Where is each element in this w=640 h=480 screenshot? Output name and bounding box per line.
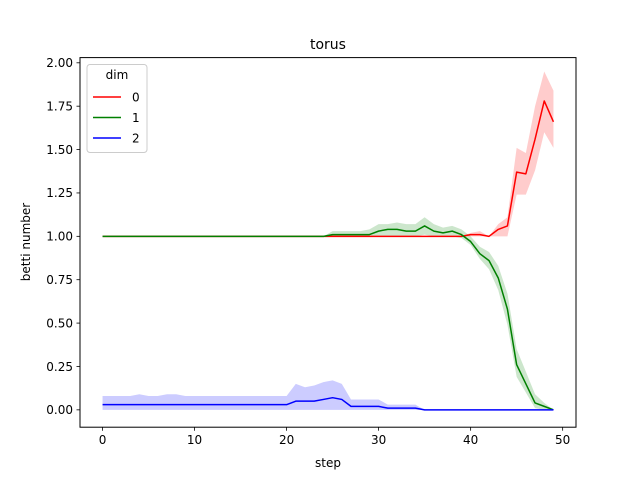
legend-label-1: 1 <box>132 111 140 125</box>
chart-title: torus <box>310 37 346 53</box>
series-1-line <box>102 225 554 411</box>
x-tick-label: 20 <box>279 433 294 447</box>
series-0-band <box>102 71 554 237</box>
legend-label-0: 0 <box>132 90 140 104</box>
x-tick-label: 0 <box>99 433 107 447</box>
confidence-bands <box>102 71 554 410</box>
plot-area-frame <box>79 57 577 428</box>
legend-label-2: 2 <box>132 131 140 145</box>
x-tick-label: 10 <box>187 433 202 447</box>
y-tick-label: 0.00 <box>46 403 73 417</box>
y-axis: 0.00 0.25 0.50 0.75 1.00 1.25 1.50 1.75 2.00 <box>46 56 80 417</box>
y-tick-label: 0.50 <box>46 316 73 330</box>
x-tick-label: 30 <box>371 433 386 447</box>
x-tick-label: 40 <box>463 433 478 447</box>
y-tick-label: 1.00 <box>46 230 73 244</box>
series-lines <box>102 100 555 411</box>
x-tick-label: 50 <box>555 433 570 447</box>
legend-box <box>86 64 148 153</box>
x-axis-label: step <box>315 456 341 470</box>
series-2-line <box>102 396 554 411</box>
y-tick-label: 1.50 <box>46 143 73 157</box>
y-tick-label: 0.25 <box>46 360 73 374</box>
series-0-line <box>102 100 555 238</box>
series-1-band <box>102 217 554 410</box>
legend-title: dim <box>106 68 129 82</box>
y-axis-label: betti number <box>19 203 33 281</box>
x-axis: 0 10 20 30 40 50 <box>99 427 570 447</box>
y-tick-label: 1.75 <box>46 99 73 113</box>
series-2-band <box>102 380 554 410</box>
y-tick-label: 0.75 <box>46 273 73 287</box>
y-tick-label: 2.00 <box>46 56 73 70</box>
y-tick-label: 1.25 <box>46 186 73 200</box>
